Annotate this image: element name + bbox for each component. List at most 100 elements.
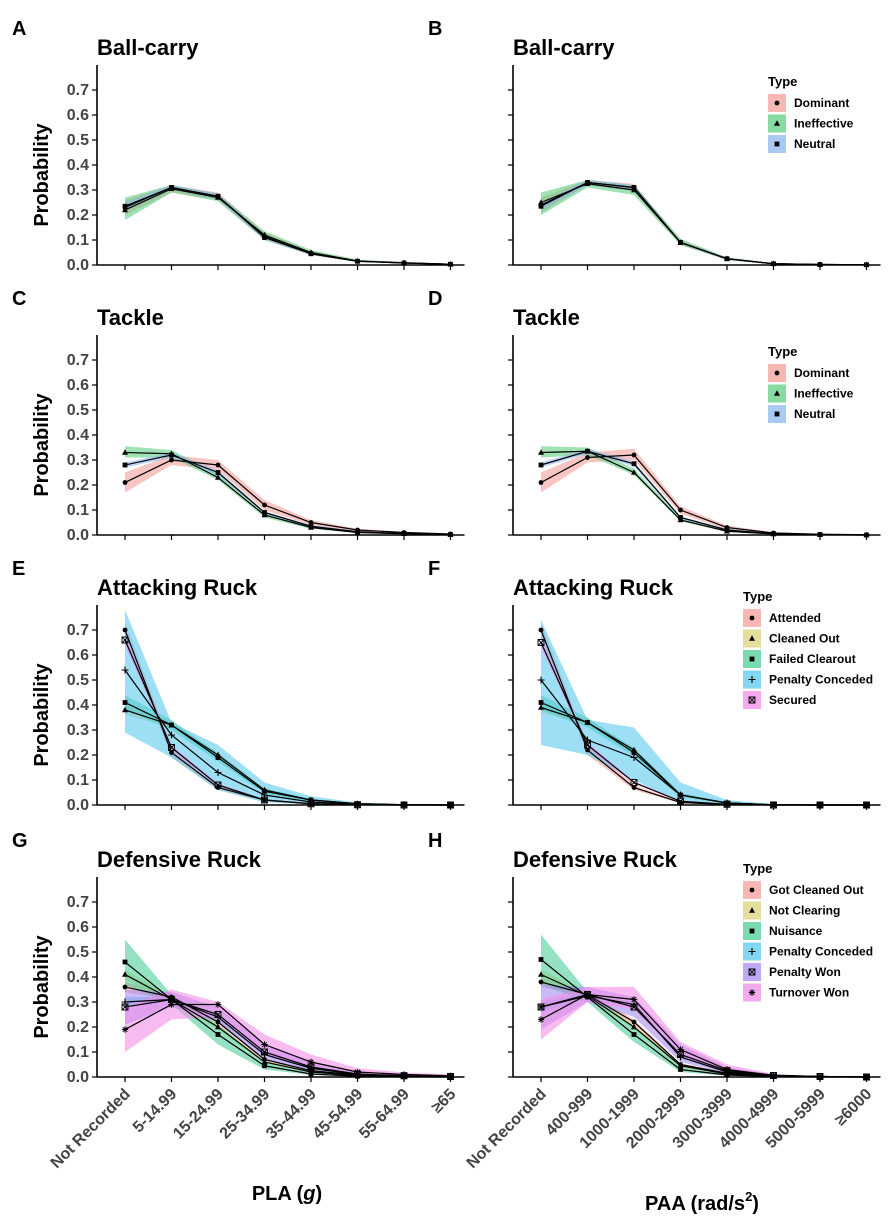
point-got-cleaned-out [215,1019,221,1025]
point-ineffective [122,449,128,455]
y-tick-label: 0.3 [67,722,89,739]
point-attended [538,627,544,633]
panel-d: D Tackle Type Dominant Ineffective Neutral [428,288,881,540]
point-got-cleaned-out [631,1019,637,1025]
y-axis-label: Probability [31,934,53,1038]
point-turnover-won [584,991,591,998]
y-tick-label: 0.5 [67,944,89,961]
legend-marker [774,390,780,396]
legend-marker [748,989,756,996]
line-penalty-won [124,998,451,1078]
point-penalty-won [121,1003,129,1011]
y-tick-label: 0.7 [67,622,89,639]
point-ineffective [538,199,544,205]
point-attended [169,750,174,755]
y-tick-label: 0.1 [67,1044,89,1061]
point-dominant [678,507,683,513]
point-got-cleaned-out [122,984,128,990]
legend-title: Type [743,861,772,876]
panel-letter: E [12,558,25,580]
x-axis-label-left: PLA (g) [252,1183,322,1205]
point-not-clearing [677,1062,684,1068]
point-failed-clearout [538,700,544,705]
ribbon-neutral [125,452,451,535]
point-dominant [585,455,590,460]
line-neutral [124,186,451,265]
legend-marker [774,120,780,126]
ribbon-penalty-conceded [541,620,867,805]
legend-label: Nuisance [769,924,823,938]
y-tick-label: 0.1 [67,772,89,789]
point-secured [677,797,684,805]
point-attended [122,627,128,633]
point-neutral [817,262,823,267]
point-failed-clearout [122,700,128,705]
point-not-clearing [122,971,128,977]
point-neutral [538,462,544,468]
point-secured [863,801,870,809]
y-tick-label: 0.4 [67,157,89,174]
legend-label: Ineffective [794,117,854,131]
point-failed-clearout [585,720,590,725]
point-neutral [724,256,730,262]
y-tick-label: 0.2 [67,477,89,494]
legend: Type Dominant Ineffective Neutral [768,74,854,153]
legend-marker [774,100,780,106]
point-attended [631,785,637,790]
ribbon-ineffective [125,185,451,265]
point-penalty-conceded [214,769,222,776]
ribbon-neutral [541,180,867,265]
line-attended [124,629,451,806]
y-axis-label: Probability [31,662,53,766]
y-tick-label: 0.6 [67,107,89,124]
line-nuisance [124,961,451,1078]
line-neutral [540,181,867,266]
point-secured [354,801,361,809]
panel-title: Attacking Ruck [513,575,674,600]
point-turnover-won [354,1068,361,1076]
point-turnover-won [168,1001,175,1008]
point-neutral [262,235,267,240]
point-failed-clearout [262,788,267,794]
point-not-clearing [631,1023,637,1030]
point-neutral [308,523,314,529]
y-tick-label: 0.5 [67,402,89,419]
y-axis-label: Probability [31,122,53,226]
ribbon-dominant [125,455,451,535]
point-failed-clearout [169,722,174,728]
panel-letter: C [12,288,26,310]
point-neutral [631,185,637,190]
point-secured [630,779,638,786]
y-tick-label: 0.4 [67,969,89,986]
point-secured [816,801,824,809]
point-secured [168,744,175,751]
point-neutral [864,532,869,538]
y-tick-label: 0.6 [67,377,89,394]
point-dominant [631,452,637,458]
point-nuisance [631,1032,637,1037]
point-turnover-won [307,1058,315,1066]
point-dominant [122,480,128,485]
legend-marker [748,676,756,683]
ribbon-ineffective [541,446,867,535]
legend-marker [774,370,780,376]
y-tick-label: 0.0 [67,257,89,274]
point-neutral [448,261,453,267]
legend-title: Type [768,344,797,359]
point-penalty-won [307,1063,315,1071]
x-tick-label: 15-24.99 [170,1086,227,1143]
legend-marker [748,948,756,955]
ribbon-ineffective [541,180,867,265]
point-neutral [308,251,314,257]
point-nuisance [122,959,128,965]
legend-label: Penalty Conceded [769,945,873,959]
panel-b: B Ball-carry Type Dominant Ineffective Neutra… [428,18,881,270]
point-ineffective [215,474,221,480]
point-failed-clearout [631,750,637,755]
line-penalty-conceded [540,995,867,1078]
y-tick-label: 0.6 [67,647,89,664]
y-tick-label: 0.7 [67,352,89,369]
legend-label: Attended [769,611,821,625]
point-secured [447,801,454,809]
